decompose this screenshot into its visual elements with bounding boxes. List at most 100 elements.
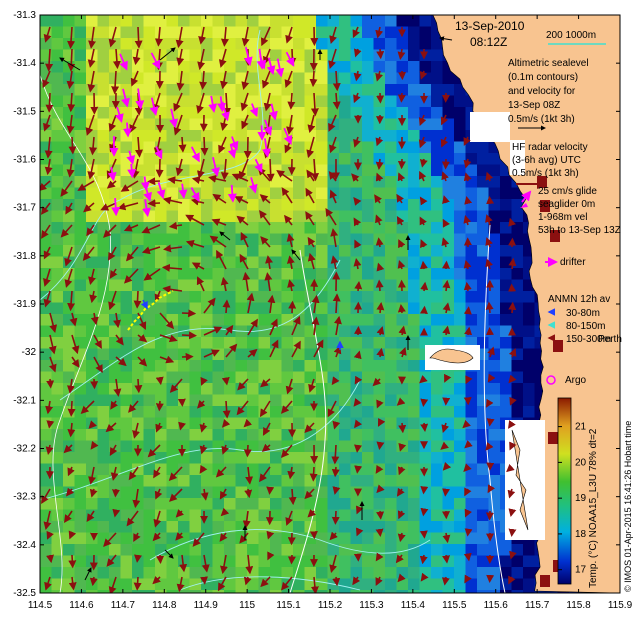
hf-velocity-arrow xyxy=(353,197,362,206)
hf-velocity-arrow xyxy=(108,576,117,593)
hf-velocity-arrow xyxy=(67,400,76,417)
hf-velocity-arrow xyxy=(263,92,272,112)
hf-velocity-arrow xyxy=(199,422,208,433)
hf-velocity-arrow xyxy=(307,236,316,248)
lon-tick-label: 115.6 xyxy=(484,600,509,611)
hf-velocity-arrow xyxy=(220,507,230,517)
hf-velocity-arrow xyxy=(329,189,338,204)
hf-velocity-arrow xyxy=(197,158,205,179)
glider-arrow xyxy=(229,136,239,151)
hf-velocity-arrow xyxy=(181,309,197,318)
hf-velocity-arrow xyxy=(399,346,407,358)
hf-velocity-arrow xyxy=(354,419,363,429)
hf-velocity-arrow xyxy=(442,279,451,292)
hf-velocity-arrow xyxy=(419,375,428,384)
hf-velocity-arrow xyxy=(71,356,80,368)
hf-velocity-arrow xyxy=(200,576,208,585)
lat-tick-label: -31.8 xyxy=(13,251,36,262)
hf-velocity-arrow xyxy=(185,239,205,248)
hf-velocity-arrow xyxy=(353,258,362,270)
hf-velocity-arrow xyxy=(66,114,75,134)
hf-velocity-arrow xyxy=(113,378,122,397)
hf-velocity-arrow xyxy=(111,488,120,498)
hf-velocity-arrow xyxy=(397,92,406,103)
hf-velocity-arrow xyxy=(67,92,76,113)
hf-velocity-arrow xyxy=(147,444,161,458)
hf-velocity-arrow xyxy=(88,26,97,49)
hf-velocity-arrow xyxy=(45,92,54,113)
altimetry-arrow xyxy=(219,231,231,241)
legend-drifter: drifter xyxy=(560,257,586,268)
hf-velocity-arrow xyxy=(376,441,385,450)
hf-velocity-arrow xyxy=(487,484,496,494)
velocity-arrows xyxy=(40,26,517,593)
hf-velocity-arrow xyxy=(442,195,450,204)
hf-velocity-arrow xyxy=(111,70,120,95)
hf-velocity-arrow xyxy=(192,532,205,547)
glider-arrow xyxy=(243,46,253,67)
legend-hf-radar: HF radar velocity (3-6h avg) UTC 0.5m/s … xyxy=(512,142,588,179)
scale-label: 200 1000m xyxy=(546,30,596,41)
hf-velocity-arrow xyxy=(153,466,161,479)
hf-velocity-arrow xyxy=(332,576,341,587)
lon-tick-label: 114.6 xyxy=(69,600,94,611)
hf-velocity-arrow xyxy=(105,422,117,433)
hf-velocity-arrow xyxy=(375,552,384,562)
glider-arrow xyxy=(115,106,124,124)
hf-velocity-arrow xyxy=(245,466,254,485)
hf-velocity-arrow xyxy=(333,315,342,336)
hf-velocity-arrow xyxy=(398,422,407,434)
hf-velocity-arrow xyxy=(307,509,316,518)
hf-velocity-arrow xyxy=(375,158,384,170)
lat-tick-label: -32.1 xyxy=(13,395,36,406)
hf-velocity-arrow xyxy=(241,26,250,47)
svg-text:(0.1m contours): (0.1m contours) xyxy=(508,72,578,83)
hf-velocity-arrow xyxy=(178,136,187,153)
hf-velocity-arrow xyxy=(240,231,249,248)
hf-velocity-arrow xyxy=(280,444,293,459)
altimetry-arrow xyxy=(164,549,174,559)
lat-tick-label: -32.2 xyxy=(13,444,36,455)
hf-velocity-arrow xyxy=(154,488,163,500)
hf-velocity-arrow xyxy=(67,26,76,49)
hf-velocity-arrow xyxy=(328,114,337,132)
hf-velocity-arrow xyxy=(60,224,73,238)
hf-velocity-arrow xyxy=(126,510,139,527)
hf-velocity-arrow xyxy=(310,92,319,117)
hf-velocity-arrow xyxy=(216,249,227,270)
hf-velocity-arrow xyxy=(353,48,362,58)
hf-velocity-arrow xyxy=(133,532,141,543)
hf-velocity-arrow xyxy=(397,48,406,60)
hf-velocity-arrow xyxy=(311,316,320,336)
hf-velocity-arrow xyxy=(110,400,118,410)
hf-velocity-arrow xyxy=(152,532,161,542)
hf-velocity-arrow xyxy=(44,136,53,159)
glider-arrow xyxy=(126,150,136,165)
hf-velocity-arrow xyxy=(353,350,362,360)
hf-velocity-arrow xyxy=(49,312,58,333)
hf-velocity-arrow xyxy=(222,400,231,419)
lon-tick-label: 115 xyxy=(239,600,255,611)
hf-velocity-arrow xyxy=(465,375,473,385)
hf-velocity-arrow xyxy=(463,214,472,226)
hf-velocity-arrow xyxy=(306,136,315,159)
hf-velocity-arrow xyxy=(485,398,494,408)
hf-velocity-arrow xyxy=(68,136,77,155)
hf-velocity-arrow xyxy=(442,532,451,544)
hf-velocity-arrow xyxy=(220,70,228,90)
hf-velocity-arrow xyxy=(161,263,183,272)
hf-velocity-arrow xyxy=(48,334,57,355)
hf-velocity-arrow xyxy=(197,399,206,409)
lat-tick-label: -31.5 xyxy=(13,106,36,117)
lon-tick-label: 115.9 xyxy=(608,600,633,611)
hf-velocity-arrow xyxy=(64,268,73,288)
glider-arrow xyxy=(190,187,200,202)
hf-velocity-arrow xyxy=(242,271,251,292)
hf-velocity-arrow xyxy=(153,510,162,528)
hf-velocity-arrow xyxy=(219,532,228,542)
hf-velocity-arrow xyxy=(208,174,227,183)
lon-tick-label: 114.9 xyxy=(194,600,219,611)
hf-velocity-arrow xyxy=(264,272,273,292)
hf-velocity-arrow xyxy=(43,268,51,287)
svg-text:and velocity for: and velocity for xyxy=(508,86,576,97)
